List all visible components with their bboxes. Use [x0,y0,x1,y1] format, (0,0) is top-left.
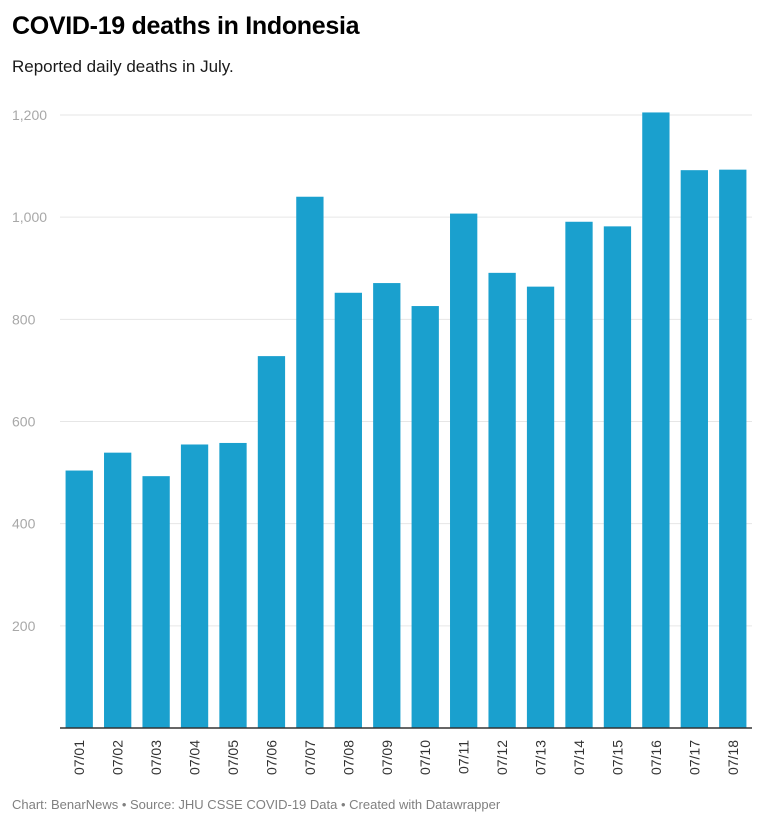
bar-07-06 [257,356,286,728]
bar-07-03 [142,476,170,728]
y-tick-label: 400 [12,516,36,532]
y-tick-label: 1,000 [12,209,47,225]
bar-07-04 [180,444,209,728]
bar-07-09 [373,283,401,728]
bar-07-16 [642,112,670,729]
x-tick-label: 07/15 [609,740,625,775]
y-tick-label: 800 [12,311,36,327]
bar-07-07 [296,196,324,728]
x-tick-label: 07/09 [379,740,395,775]
bar-07-05 [219,442,247,728]
x-tick-label: 07/01 [71,740,87,775]
bar-07-13 [526,286,555,728]
y-tick-label: 600 [12,414,36,430]
bar-07-02 [104,452,132,728]
gridlines [60,114,752,627]
x-tick-label: 07/16 [648,740,664,775]
x-tick-label: 07/18 [725,740,741,775]
chart-subtitle: Reported daily deaths in July. [12,57,234,76]
bar-07-10 [411,306,439,728]
footer-chart-by: Chart: BenarNews [12,797,119,812]
bar-07-14 [565,221,593,728]
x-tick-label: 07/13 [533,740,549,775]
x-axis-labels: 07/01 07/02 07/03 07/04 07/05 07/06 07/07 07/08… [71,740,741,775]
x-tick-label: 07/14 [571,740,587,775]
bars [65,112,747,729]
x-tick-label: 07/11 [456,740,472,774]
x-tick-label: 07/07 [302,740,318,775]
x-tick-label: 07/17 [686,740,702,775]
bar-07-11 [450,213,478,729]
footer-credit: Created with Datawrapper [349,797,501,812]
bar-07-15 [603,226,632,728]
chart-title: COVID-19 deaths in Indonesia [12,12,360,40]
footer-source: Source: JHU CSSE COVID-19 Data [130,797,338,812]
x-tick-label: 07/08 [340,740,356,775]
x-tick-label: 07/03 [148,740,164,775]
bar-07-01 [65,470,93,728]
x-tick-label: 07/04 [187,740,203,775]
x-tick-label: 07/05 [225,740,241,775]
y-axis-ticks: 200 400 600 800 1,000 1,200 [12,107,47,634]
bar-07-18 [719,169,747,728]
y-tick-label: 1,200 [12,107,47,123]
footer-separator: • [337,797,350,812]
x-tick-label: 07/02 [110,740,126,775]
chart-footer: Chart: BenarNews • Source: JHU CSSE COVI… [12,797,500,812]
bar-07-08 [334,292,362,728]
bar-07-17 [680,170,708,729]
bar-07-12 [488,272,516,728]
x-tick-label: 07/12 [494,740,510,775]
y-tick-label: 200 [12,618,36,634]
x-tick-label: 07/06 [263,740,279,775]
x-tick-label: 07/10 [417,740,433,775]
footer-separator: • [118,797,130,812]
